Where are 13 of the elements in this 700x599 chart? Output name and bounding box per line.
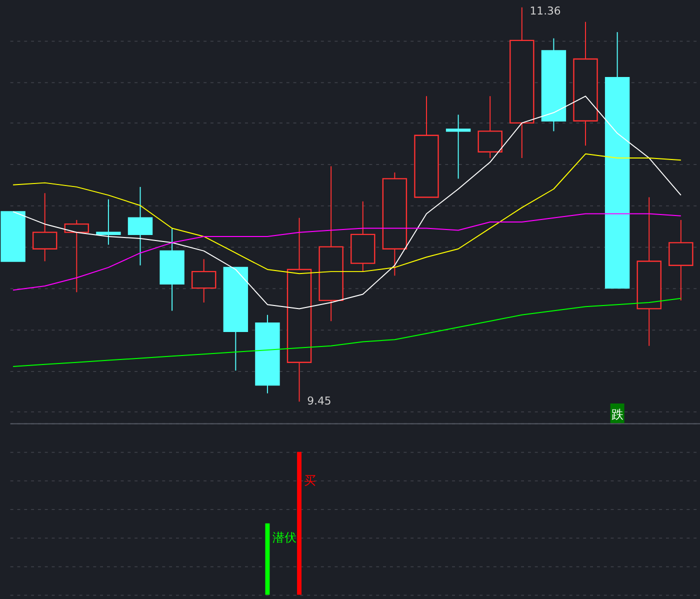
annotation: 11.36 [530,4,561,18]
text: 跌 [611,407,624,422]
candlestick [478,96,502,159]
annotation: 买 [304,473,316,488]
annotation: 9.45 [307,394,332,408]
annotation: 潜伏 [272,530,296,545]
candlestick [32,192,58,262]
candlestick [64,219,90,293]
candlestick [128,186,153,266]
candlestick [668,219,694,301]
candlestick [192,258,216,304]
candlestick [96,198,121,246]
candlestick [446,114,471,180]
